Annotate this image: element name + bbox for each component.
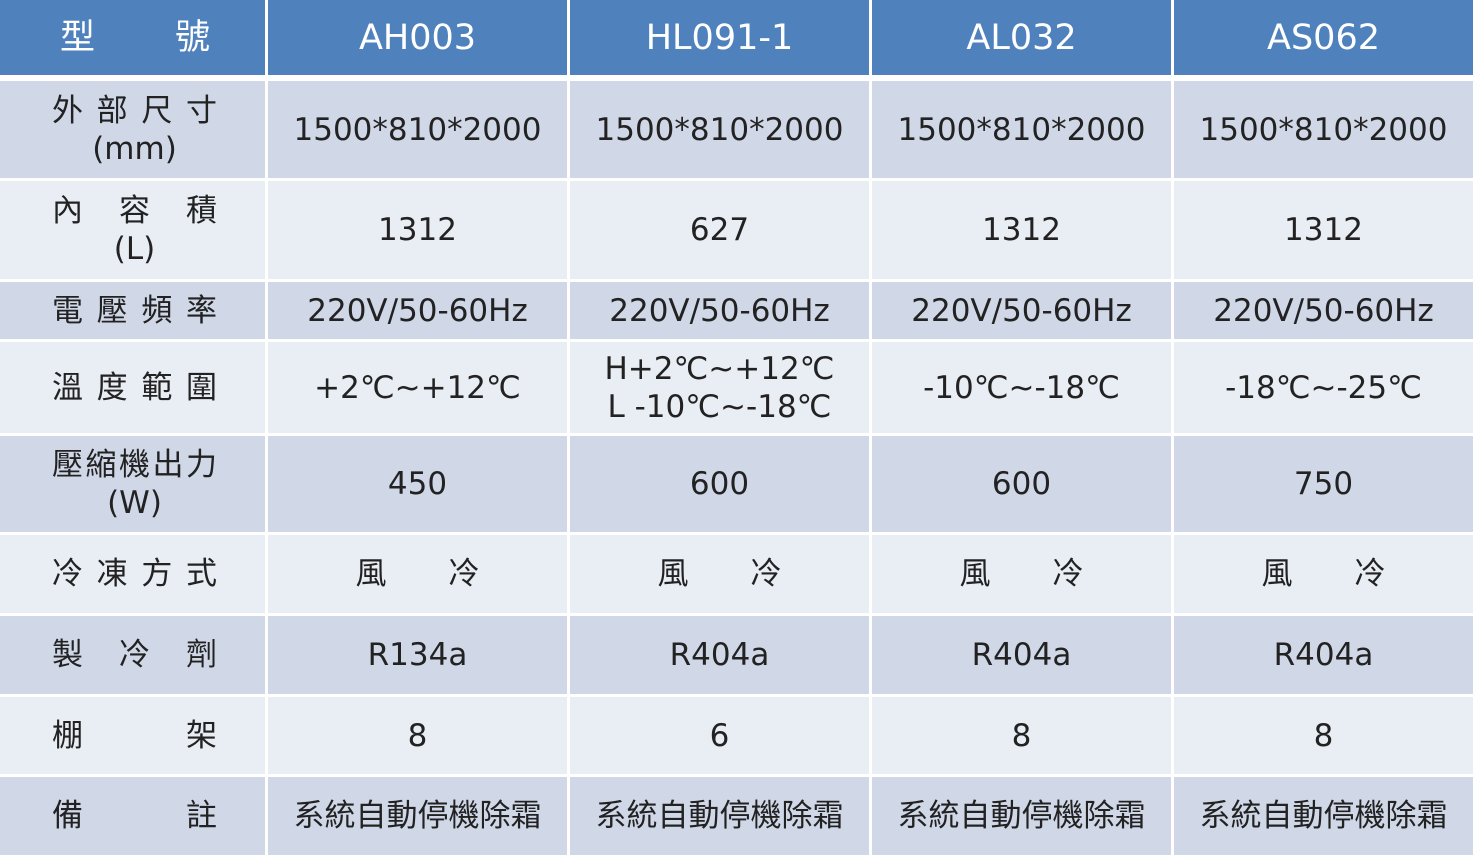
table-cell: 8 bbox=[1174, 697, 1473, 774]
row-unit: (mm) bbox=[92, 130, 177, 167]
row-label-cell: 外 部 尺 寸 (mm) bbox=[0, 81, 265, 178]
header-model: AL032 bbox=[872, 0, 1171, 75]
table-cell: 系統自動停機除霜 bbox=[872, 777, 1171, 855]
table-cell: 220V/50-60Hz bbox=[872, 282, 1171, 339]
row-label-cell: 製 冷 劑 bbox=[0, 616, 265, 694]
row-unit: (L) bbox=[113, 231, 156, 267]
table-cell: R134a bbox=[268, 616, 567, 694]
table-cell: +2℃~+12℃ bbox=[268, 342, 567, 433]
header-model: AH003 bbox=[268, 0, 567, 75]
table-cell: 1500*810*2000 bbox=[872, 81, 1171, 178]
row-label: 電 壓 頻 率 bbox=[52, 292, 217, 329]
table-cell: 8 bbox=[872, 697, 1171, 774]
table-cell: 風 冷 bbox=[872, 535, 1171, 613]
table-cell: 8 bbox=[268, 697, 567, 774]
row-label-cell: 備 註 bbox=[0, 777, 265, 855]
table-cell: R404a bbox=[872, 616, 1171, 694]
table-cell: 風 冷 bbox=[1174, 535, 1473, 613]
table-cell: 系統自動停機除霜 bbox=[1174, 777, 1473, 855]
table-cell: H+2℃~+12℃ L -10℃~-18℃ bbox=[570, 342, 869, 433]
table-cell: -10℃~-18℃ bbox=[872, 342, 1171, 433]
row-label-cell: 內 容 積 (L) bbox=[0, 181, 265, 279]
table-cell: 220V/50-60Hz bbox=[268, 282, 567, 339]
table-cell: 1500*810*2000 bbox=[570, 81, 869, 178]
table-cell: R404a bbox=[1174, 616, 1473, 694]
row-label-cell: 冷 凍 方 式 bbox=[0, 535, 265, 613]
row-label: 製 冷 劑 bbox=[52, 637, 217, 673]
row-label-cell: 溫 度 範 圍 bbox=[0, 342, 265, 433]
table-cell: 1500*810*2000 bbox=[1174, 81, 1473, 178]
table-cell: -18℃~-25℃ bbox=[1174, 342, 1473, 433]
row-label: 備 註 bbox=[52, 798, 217, 834]
row-label: 溫 度 範 圍 bbox=[52, 369, 217, 406]
table-cell: 風 冷 bbox=[268, 535, 567, 613]
table-cell: 1312 bbox=[1174, 181, 1473, 279]
table-cell: 1312 bbox=[268, 181, 567, 279]
header-label: 型 號 bbox=[60, 17, 210, 58]
table-cell: 1312 bbox=[872, 181, 1171, 279]
row-label: 外 部 尺 寸 bbox=[52, 92, 217, 129]
row-label: 內 容 積 bbox=[52, 193, 217, 229]
table-cell: R404a bbox=[570, 616, 869, 694]
table-cell: 220V/50-60Hz bbox=[570, 282, 869, 339]
row-label-cell: 壓縮機出力 (W) bbox=[0, 436, 265, 532]
row-label-cell: 棚 架 bbox=[0, 697, 265, 774]
table-cell: 系統自動停機除霜 bbox=[570, 777, 869, 855]
table-cell: 600 bbox=[570, 436, 869, 532]
table-cell: 750 bbox=[1174, 436, 1473, 532]
row-label-cell: 電 壓 頻 率 bbox=[0, 282, 265, 339]
table-cell: 6 bbox=[570, 697, 869, 774]
header-model: HL091-1 bbox=[570, 0, 869, 75]
row-label: 冷 凍 方 式 bbox=[52, 556, 217, 592]
header-model: AS062 bbox=[1174, 0, 1473, 75]
table-cell: 風 冷 bbox=[570, 535, 869, 613]
table-cell: 1500*810*2000 bbox=[268, 81, 567, 178]
table-cell: 600 bbox=[872, 436, 1171, 532]
table-cell: 系統自動停機除霜 bbox=[268, 777, 567, 855]
row-unit: (W) bbox=[107, 485, 162, 521]
header-label-cell: 型 號 bbox=[0, 0, 265, 75]
table-cell: 450 bbox=[268, 436, 567, 532]
row-label: 棚 架 bbox=[52, 717, 217, 754]
row-label: 壓縮機出力 bbox=[52, 447, 217, 483]
table-cell: 627 bbox=[570, 181, 869, 279]
table-cell: 220V/50-60Hz bbox=[1174, 282, 1473, 339]
